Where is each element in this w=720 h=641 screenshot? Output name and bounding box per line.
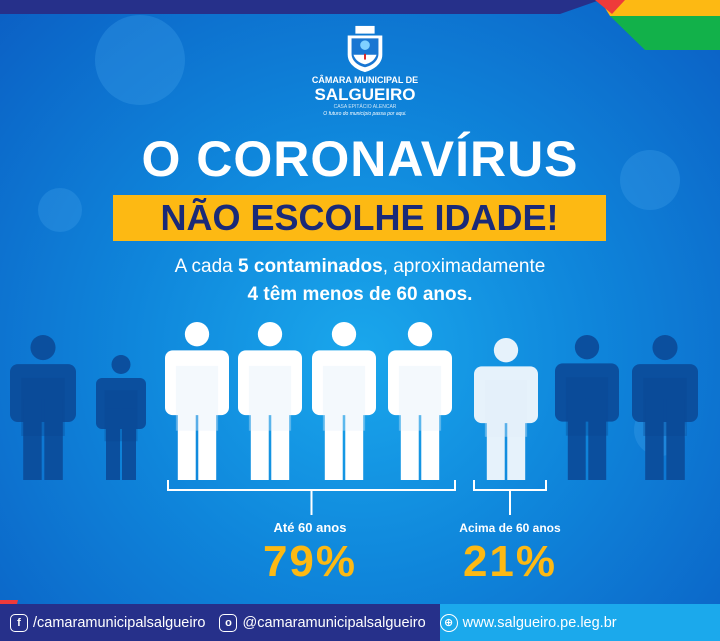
child-figure-dark bbox=[96, 355, 146, 480]
stat-label-under-60: Até 60 anos bbox=[273, 520, 347, 535]
coat-of-arms-icon bbox=[347, 25, 383, 73]
subtitle-line2: 4 têm menos de 60 anos. bbox=[247, 284, 473, 305]
top-band bbox=[0, 0, 600, 14]
adult-figure-dark bbox=[632, 335, 698, 480]
headline-title: O CORONAVÍRUS bbox=[141, 131, 579, 187]
adult-figure-white bbox=[238, 322, 302, 480]
facebook-link[interactable]: f/camaramunicipalsalgueiro bbox=[10, 613, 206, 632]
instagram-icon: o bbox=[219, 613, 238, 632]
globe-icon: ⊕ bbox=[439, 613, 458, 632]
subtitle-post: , aproximadamente bbox=[382, 256, 546, 277]
logo-line3: CASA EPITÁCIO ALENCAR bbox=[333, 104, 397, 110]
bracket-under-60 bbox=[167, 480, 456, 515]
subtitle-bold: 5 contaminados bbox=[238, 256, 383, 277]
website-text: www.salgueiro.pe.leg.br bbox=[462, 614, 617, 631]
subtitle-line1: A cada 5 contaminados, aproximadamente bbox=[0, 255, 720, 279]
stat-value-over-60: 21% bbox=[462, 537, 558, 586]
adult-figure-white bbox=[312, 322, 376, 480]
corner-green bbox=[610, 16, 720, 50]
adult-figure-dark bbox=[10, 335, 76, 480]
footer: f/camaramunicipalsalgueiro o @camaramunic… bbox=[0, 604, 720, 641]
adult-figure-white bbox=[165, 322, 229, 480]
logo-line4: O futuro do município passa por aqui. bbox=[323, 111, 407, 117]
logo-line2: SALGUEIRO bbox=[314, 85, 416, 104]
subtitle-pre: A cada bbox=[174, 256, 239, 277]
headline-banner: NÃO ESCOLHE IDADE! bbox=[113, 195, 606, 241]
stat-value-under-60: 79% bbox=[262, 537, 358, 586]
stat-label-over-60: Acima de 60 anos bbox=[459, 521, 561, 535]
bracket-over-60 bbox=[473, 480, 547, 515]
logo: CÂMARA MUNICIPAL DE SALGUEIRO CASA EPITÁ… bbox=[290, 24, 440, 118]
adult-figure-dark bbox=[555, 335, 619, 480]
logo-line1: CÂMARA MUNICIPAL DE bbox=[311, 75, 419, 85]
corner-red bbox=[595, 0, 625, 14]
facebook-text: /camaramunicipalsalgueiro bbox=[33, 614, 206, 631]
adult-figure-white bbox=[388, 322, 452, 480]
elderly-figure bbox=[474, 338, 538, 480]
instagram-text: @camaramunicipalsalgueiro bbox=[242, 614, 426, 631]
facebook-icon: f bbox=[10, 613, 28, 632]
website-link[interactable]: ⊕ www.salgueiro.pe.leg.br bbox=[439, 613, 617, 632]
instagram-link[interactable]: o @camaramunicipalsalgueiro bbox=[219, 613, 426, 632]
corner-yellow bbox=[600, 0, 720, 16]
